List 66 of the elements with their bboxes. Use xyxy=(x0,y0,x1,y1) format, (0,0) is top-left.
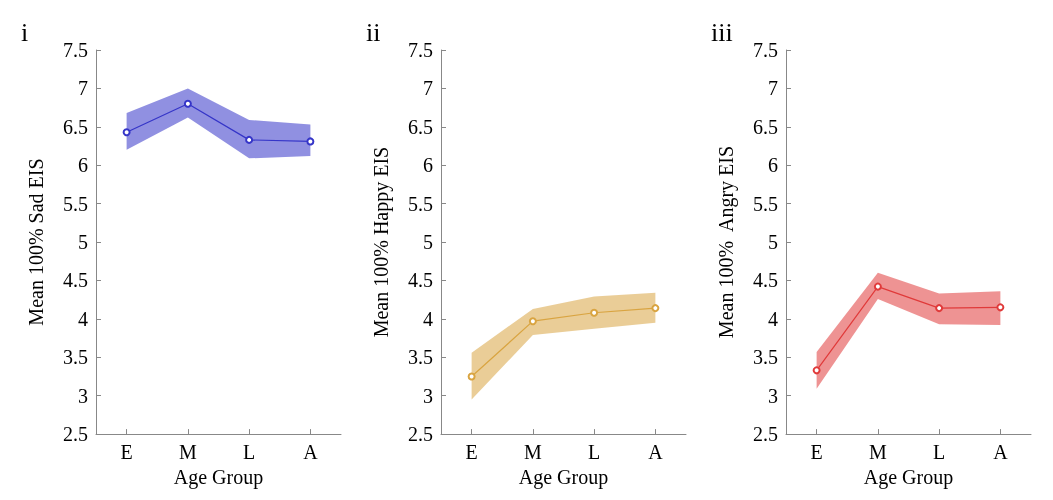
y-tick-label: 5 xyxy=(423,231,433,254)
y-tick-label: 7 xyxy=(768,77,778,100)
point xyxy=(812,366,821,375)
y-tick-label: 2.5 xyxy=(63,423,88,446)
y-axis-title: Mean 100% Sad EIS xyxy=(25,158,47,326)
y-tick-label: 4 xyxy=(768,307,778,330)
y-axis-title: Mean 100% Angry EIS xyxy=(715,145,738,339)
y-tick-label: 3 xyxy=(78,384,88,407)
y-tick-label: 6.5 xyxy=(63,115,88,138)
point xyxy=(245,135,254,144)
y-tick-label: 3 xyxy=(423,384,433,407)
point xyxy=(996,303,1005,312)
x-tick-label: E xyxy=(465,441,478,464)
y-tick-label: 4.5 xyxy=(63,269,88,292)
y-tick-label: 2.5 xyxy=(753,423,778,446)
chart-title: i xyxy=(21,17,29,47)
x-tick-label: M xyxy=(523,441,542,464)
y-axis-title: Mean 100% Happy EIS xyxy=(370,146,393,338)
point xyxy=(122,128,131,137)
point xyxy=(651,304,660,313)
y-tick-label: 6 xyxy=(78,154,88,177)
x-tick-label: M xyxy=(178,441,197,464)
y-tick-label: 6 xyxy=(423,154,433,177)
y-tick-label: 7.5 xyxy=(408,39,433,61)
chart-title: ii xyxy=(366,17,381,47)
x-tick-label: M xyxy=(868,441,887,464)
y-tick-label: 4.5 xyxy=(408,269,433,292)
point xyxy=(935,304,944,313)
x-tick-label: L xyxy=(588,441,601,464)
x-tick-label: A xyxy=(303,441,319,464)
y-tick-label: 7 xyxy=(78,77,88,100)
point xyxy=(528,317,537,326)
y-tick-label: 4 xyxy=(78,307,88,330)
y-tick-label: 2.5 xyxy=(408,423,433,446)
point xyxy=(467,372,476,381)
y-tick-label: 5.5 xyxy=(753,192,778,215)
y-tick-label: 3.5 xyxy=(63,346,88,369)
point xyxy=(590,308,599,317)
y-tick-label: 3.5 xyxy=(753,346,778,369)
y-tick-label: 6.5 xyxy=(408,115,433,138)
y-tick-label: 5.5 xyxy=(408,192,433,215)
y-tick-label: 5 xyxy=(78,231,88,254)
y-tick-label: 3 xyxy=(768,384,778,407)
x-axis-title: Age Group xyxy=(863,466,954,489)
y-tick-label: 5 xyxy=(768,231,778,254)
y-tick-label: 7 xyxy=(423,77,433,100)
y-tick-label: 7.5 xyxy=(63,39,88,61)
point xyxy=(306,137,315,146)
x-axis-title: Age Group xyxy=(173,466,264,489)
chart-title: iii xyxy=(711,17,733,47)
y-tick-label: 4 xyxy=(423,307,433,330)
x-tick-label: L xyxy=(933,441,946,464)
x-axis-title: Age Group xyxy=(518,466,609,489)
y-tick-label: 7.5 xyxy=(753,39,778,61)
x-tick-label: A xyxy=(648,441,664,464)
x-tick-label: E xyxy=(120,441,133,464)
x-tick-label: A xyxy=(993,441,1009,464)
x-tick-label: E xyxy=(810,441,823,464)
y-tick-label: 3.5 xyxy=(408,346,433,369)
y-tick-label: 6 xyxy=(768,154,778,177)
y-tick-label: 5.5 xyxy=(63,192,88,215)
y-tick-label: 6.5 xyxy=(753,115,778,138)
x-tick-label: L xyxy=(243,441,256,464)
point xyxy=(873,282,882,291)
y-tick-label: 4.5 xyxy=(753,269,778,292)
point xyxy=(183,99,192,108)
